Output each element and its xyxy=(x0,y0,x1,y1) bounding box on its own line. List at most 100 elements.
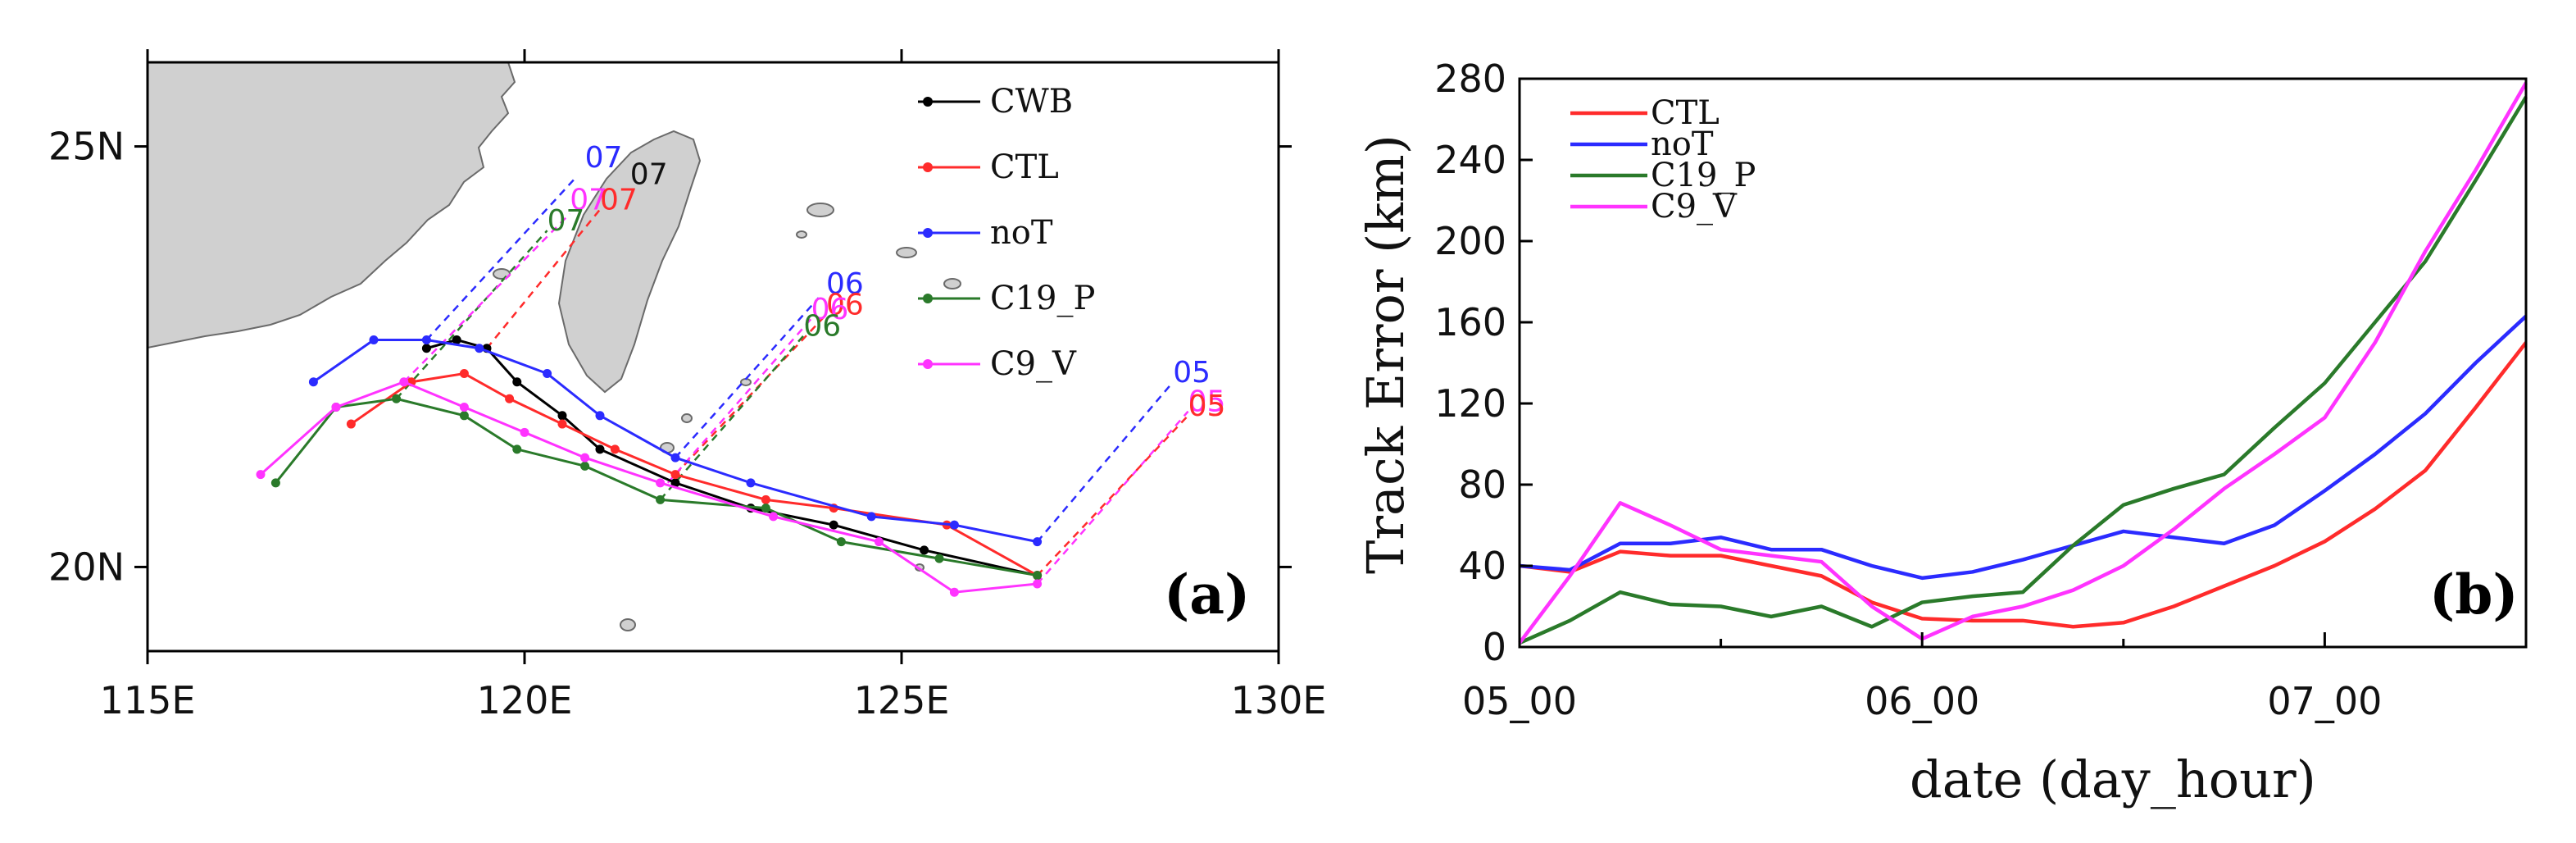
forecast-time-label: 06 xyxy=(826,289,864,322)
forecast-projection-line xyxy=(1036,380,1174,543)
forecast-time-label: 07 xyxy=(570,184,607,217)
track-point-not xyxy=(475,344,484,353)
track-point-not xyxy=(949,520,959,530)
forecast-time-label: 07 xyxy=(547,204,585,238)
track-point-not xyxy=(421,335,431,344)
track-point-cwb xyxy=(557,411,567,421)
y-tick-label: 160 xyxy=(1434,300,1506,344)
legend-label-c19_p: C19_P xyxy=(990,280,1095,317)
panel-a-label: (a) xyxy=(1164,563,1250,627)
x-tick-label: 06_00 xyxy=(1865,679,1979,723)
track-point-not xyxy=(670,453,680,463)
forecast-time-label: 07 xyxy=(630,158,668,192)
small-island xyxy=(796,230,807,239)
forecast-time-label: 06 xyxy=(826,267,864,301)
track-point-not xyxy=(595,411,605,421)
legend-label-c9_v: C9_V xyxy=(1651,188,1738,226)
x-tick-label: 120E xyxy=(477,678,573,722)
forecast-time-label: 05 xyxy=(1173,356,1211,390)
track-point-c19_p xyxy=(270,478,280,488)
legend-label-c9_v: C9_V xyxy=(990,345,1077,383)
track-point-c19_p xyxy=(1033,571,1043,581)
track-point-c9_v xyxy=(256,470,266,480)
forecast-projection-line xyxy=(1036,414,1189,576)
track-point-not xyxy=(543,369,552,379)
legend-label-ctl: CTL xyxy=(1651,94,1720,132)
track-point-c19_p xyxy=(580,461,590,471)
track-point-cwb xyxy=(421,344,431,353)
y-tick-label: 25N xyxy=(48,125,125,169)
forecast-time-label: 05 xyxy=(1188,390,1226,423)
y-tick-label: 120 xyxy=(1434,381,1506,426)
track-point-c9_v xyxy=(949,587,959,597)
legend-marker-not xyxy=(923,228,933,238)
forecast-projection-line xyxy=(666,318,812,484)
legend-label-not: noT xyxy=(990,214,1053,252)
series-line-not xyxy=(1519,314,2528,581)
track-point-c9_v xyxy=(874,537,884,547)
track-point-c9_v xyxy=(656,478,666,488)
small-island xyxy=(681,413,693,423)
legend-label-not: noT xyxy=(1651,125,1714,163)
small-island xyxy=(806,203,834,217)
forecast-projection-line xyxy=(402,212,571,383)
track-point-c9_v xyxy=(1033,579,1043,589)
track-point-not xyxy=(369,335,379,344)
x-tick-label: 07_00 xyxy=(2267,679,2382,723)
forecast-projection-line xyxy=(395,230,548,400)
y-tick-label: 240 xyxy=(1434,138,1506,182)
track-point-c9_v xyxy=(331,403,341,412)
forecast-time-label: 07 xyxy=(600,184,638,217)
track-point-cwb xyxy=(670,478,680,488)
track-point-c19_p xyxy=(656,494,666,504)
track-point-ctl xyxy=(459,369,469,379)
track-point-ctl xyxy=(557,419,567,429)
panel-b-axes: 0 40 80 120 160 200 240 280 05_00 06_00 07_00 xyxy=(1434,57,2528,723)
forecast-projection-line xyxy=(675,297,820,458)
x-tick-label: 115E xyxy=(100,678,196,722)
y-tick-label: 40 xyxy=(1458,544,1506,588)
track-point-c9_v xyxy=(580,453,590,463)
track-point-ctl xyxy=(346,419,356,429)
forecast-time-label: 05 xyxy=(1188,385,1226,419)
series-line-c19_p xyxy=(1519,96,2528,645)
track-point-c19_p xyxy=(512,444,522,454)
y-tick-label: 280 xyxy=(1434,57,1506,101)
y-axis-title: Track Error (km) xyxy=(1356,134,1415,574)
track-point-cwb xyxy=(512,377,522,387)
track-point-c9_v xyxy=(399,377,409,387)
y-tick-label: 200 xyxy=(1434,219,1506,263)
track-point-c19_p xyxy=(761,504,770,513)
y-tick-label: 80 xyxy=(1458,463,1506,507)
track-point-not xyxy=(746,478,756,488)
track-point-c19_p xyxy=(392,394,402,403)
track-point-cwb xyxy=(829,520,838,530)
y-tick-label: 0 xyxy=(1483,625,1506,669)
forecast-projection-line xyxy=(675,313,827,476)
forecast-time-label: 06 xyxy=(803,309,841,343)
legend-marker-c9_v xyxy=(923,359,933,369)
x-tick-label: 125E xyxy=(854,678,950,722)
track-point-ctl xyxy=(670,470,680,480)
legend-label-c19_p: C19_P xyxy=(1651,157,1756,194)
map-land xyxy=(148,62,961,631)
panel-b-track-error-chart: 0 40 80 120 160 200 240 280 05_00 06_00 07_00 CTLn… xyxy=(1356,57,2528,809)
track-point-cwb xyxy=(920,545,929,555)
panel-b-plot-layer xyxy=(1518,81,2528,645)
forecast-projection-line xyxy=(659,335,805,501)
forecast-projection-line xyxy=(425,175,579,341)
legend-label-ctl: CTL xyxy=(990,148,1059,186)
taiwan-land xyxy=(557,130,702,394)
track-point-not xyxy=(308,377,318,387)
track-point-c9_v xyxy=(769,512,779,522)
mainland-land xyxy=(148,62,516,349)
track-point-ctl xyxy=(610,444,620,454)
track-point-ctl xyxy=(761,494,770,504)
track-point-c19_p xyxy=(836,537,846,547)
forecast-time-label: 07 xyxy=(585,141,623,175)
x-tick-label: 05_00 xyxy=(1462,679,1577,723)
